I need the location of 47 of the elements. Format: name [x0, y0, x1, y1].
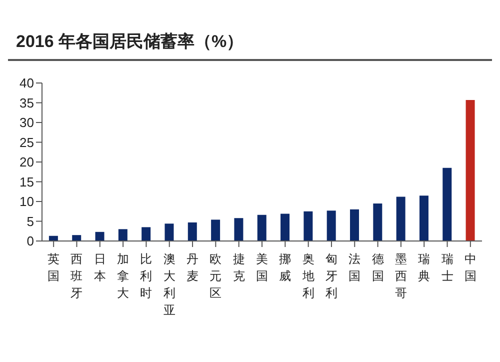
x-tick-label: 西班牙	[70, 252, 83, 300]
bar	[280, 214, 290, 241]
x-tick-label: 美国	[256, 252, 268, 283]
y-tick-label: 5	[26, 214, 34, 229]
y-tick-label: 30	[20, 115, 34, 130]
bar	[118, 229, 128, 241]
bar	[211, 220, 220, 241]
x-tick-label: 日本	[94, 252, 106, 283]
bar	[72, 235, 82, 241]
bar	[95, 232, 104, 241]
y-tick-label: 25	[20, 134, 34, 150]
bar	[442, 168, 452, 241]
y-tick-label: 10	[20, 194, 34, 210]
x-tick-label: 瑞士	[441, 252, 454, 283]
chart-title: 2016 年各国居民储蓄率（%）	[8, 8, 492, 61]
x-tick-label: 瑞典	[418, 252, 430, 283]
bar	[164, 224, 174, 241]
x-tick-label: 捷克	[232, 252, 245, 283]
bar	[419, 196, 428, 241]
y-tick-label: 40	[20, 76, 34, 91]
bar	[142, 227, 151, 241]
x-tick-label: 匈牙利	[325, 252, 338, 300]
x-tick-label: 法国	[348, 252, 361, 283]
x-tick-label: 加拿大	[117, 252, 130, 300]
bar	[257, 214, 266, 241]
x-tick-label: 英国	[48, 252, 60, 283]
x-tick-label: 中国	[464, 252, 476, 283]
bar	[326, 210, 336, 241]
bar	[350, 209, 359, 241]
x-tick-label: 德国	[372, 252, 384, 283]
x-tick-label: 奥地利	[301, 252, 314, 300]
bar	[188, 222, 197, 241]
x-tick-label: 澳大利亚	[163, 252, 176, 317]
y-tick-label: 20	[20, 154, 34, 170]
x-tick-label: 墨西哥	[394, 252, 407, 300]
bar	[396, 196, 406, 241]
x-tick-label: 挪威	[279, 252, 292, 283]
bar	[466, 100, 475, 241]
x-tick-label: 比利时	[140, 252, 152, 300]
x-tick-label: 欧元区	[210, 252, 222, 300]
y-tick-label: 35	[20, 95, 34, 110]
x-tick-label: 丹麦	[186, 252, 199, 283]
bar	[234, 218, 244, 241]
bar	[373, 203, 382, 241]
y-tick-label: 15	[20, 174, 34, 190]
y-tick-label: 0	[26, 234, 34, 249]
bar	[304, 211, 313, 241]
